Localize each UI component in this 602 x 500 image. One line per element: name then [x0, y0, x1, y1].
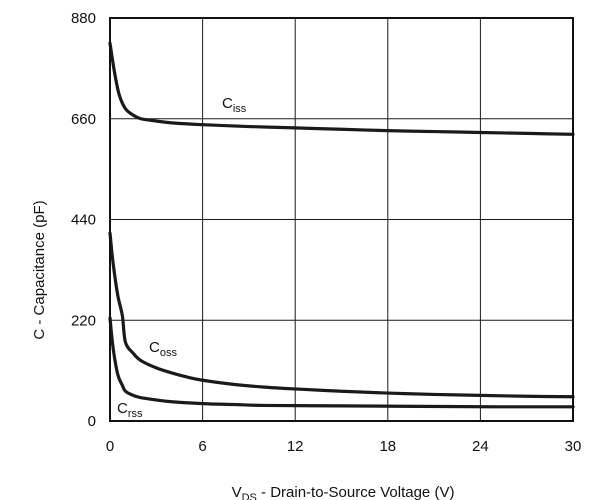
series-label-ciss: Ciss	[222, 95, 247, 115]
series-label-sub: iss	[233, 103, 247, 115]
x-axis-title-sub: DS	[242, 492, 257, 500]
series-label-main: C	[222, 95, 233, 112]
x-tick-label: 12	[287, 438, 304, 455]
tick-label-layer: 0 6 12 18 24 30 0 220 440 660 880	[71, 10, 581, 455]
series-line-ciss	[108, 41, 575, 136]
x-tick-label: 6	[198, 438, 206, 455]
x-axis-title-rest: - Drain-to-Source Voltage (V)	[257, 484, 455, 500]
y-tick-label: 0	[88, 413, 96, 430]
plot-frame-layer	[109, 17, 574, 422]
x-axis-title-main: V	[232, 484, 242, 500]
series-label-sub: rss	[128, 408, 143, 420]
y-tick-label: 440	[71, 212, 96, 229]
x-tick-label: 0	[106, 438, 114, 455]
x-tick-label: 30	[565, 438, 582, 455]
x-tick-label: 24	[472, 438, 489, 455]
y-tick-label: 880	[71, 10, 96, 27]
series-label-main: C	[117, 400, 128, 417]
series-label-coss: Coss	[149, 339, 177, 359]
series-line-coss	[108, 231, 575, 399]
y-axis-title: C - Capacitance (pF)	[31, 200, 48, 339]
series-label-main: C	[149, 339, 160, 356]
grid-layer	[110, 18, 573, 421]
series-label-sub: oss	[160, 347, 178, 359]
plot-frame	[109, 17, 574, 422]
y-tick-label: 660	[71, 111, 96, 128]
series-line-crss	[108, 316, 575, 409]
x-tick-label: 18	[379, 438, 396, 455]
y-tick-label: 220	[71, 312, 96, 329]
series-label-crss: Crss	[117, 400, 143, 420]
x-axis-title: VDS - Drain-to-Source Voltage (V)	[232, 484, 455, 500]
series-layer	[108, 41, 575, 409]
